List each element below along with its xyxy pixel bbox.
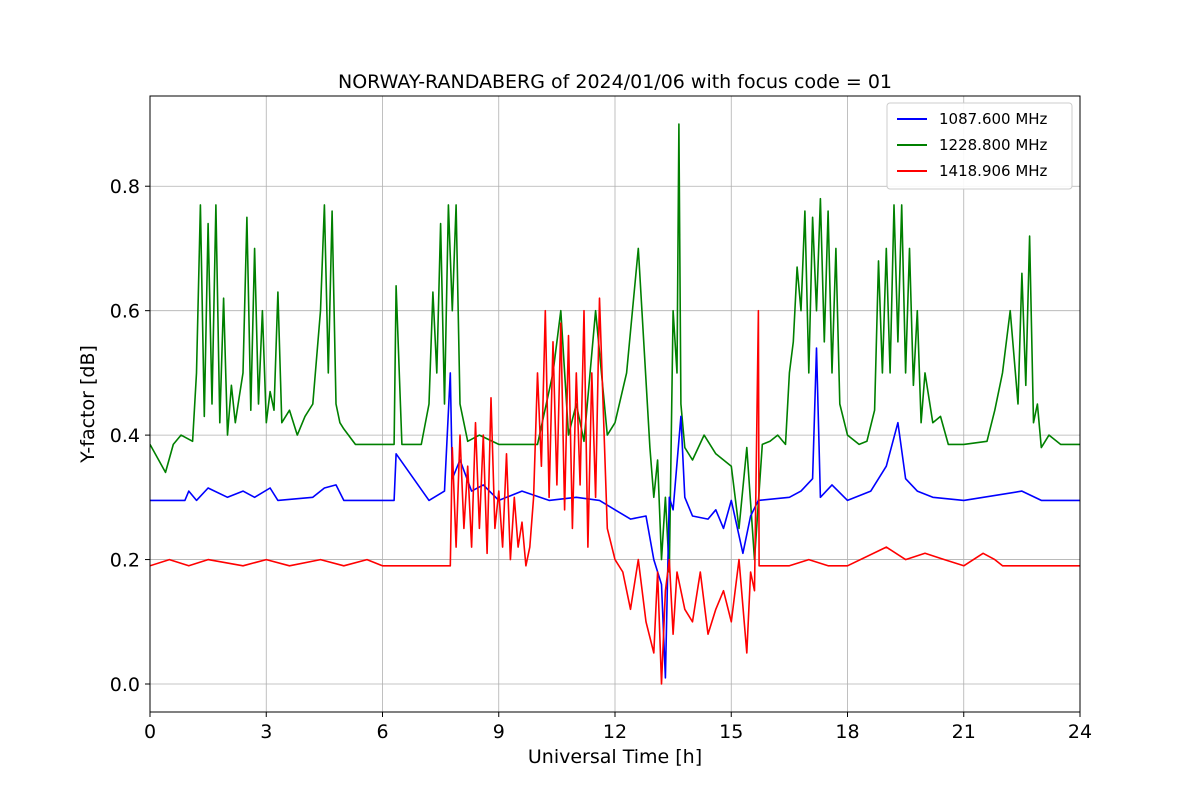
x-tick-label: 18 — [835, 721, 859, 743]
y-axis-label: Y-factor [dB] — [77, 345, 99, 464]
x-tick-label: 9 — [493, 721, 505, 743]
x-tick-label: 21 — [952, 721, 976, 743]
x-tick-label: 12 — [603, 721, 627, 743]
series-line-0 — [150, 347, 1080, 679]
x-tick-label: 3 — [260, 721, 272, 743]
series-line-1 — [150, 123, 1080, 573]
chart-title: NORWAY-RANDABERG of 2024/01/06 with focu… — [338, 71, 892, 93]
legend-box — [886, 102, 1073, 190]
x-axis-label: Universal Time [h] — [528, 746, 702, 768]
legend-entry-1: 1228.800 MHz — [939, 136, 1048, 154]
x-tick-label: 0 — [144, 721, 156, 743]
y-tick-label: 0.8 — [110, 176, 140, 198]
y-tick-label: 0.2 — [110, 550, 140, 572]
ticks: 0 3 6 9 12 15 18 21 24 0.0 0.2 0.4 0.6 0.8 — [110, 176, 1092, 743]
x-tick-label: 6 — [376, 721, 388, 743]
series-line-2 — [150, 297, 1080, 685]
x-tick-label: 15 — [719, 721, 743, 743]
series-layer — [150, 123, 1080, 685]
y-tick-label: 0.4 — [110, 425, 140, 447]
legend-entry-0: 1087.600 MHz — [939, 110, 1048, 128]
legend: 1087.600 MHz 1228.800 MHz 1418.906 MHz — [886, 102, 1073, 190]
y-tick-label: 0.0 — [110, 674, 140, 696]
legend-entry-2: 1418.906 MHz — [939, 162, 1048, 180]
y-tick-label: 0.6 — [110, 301, 140, 323]
x-tick-label: 24 — [1068, 721, 1092, 743]
